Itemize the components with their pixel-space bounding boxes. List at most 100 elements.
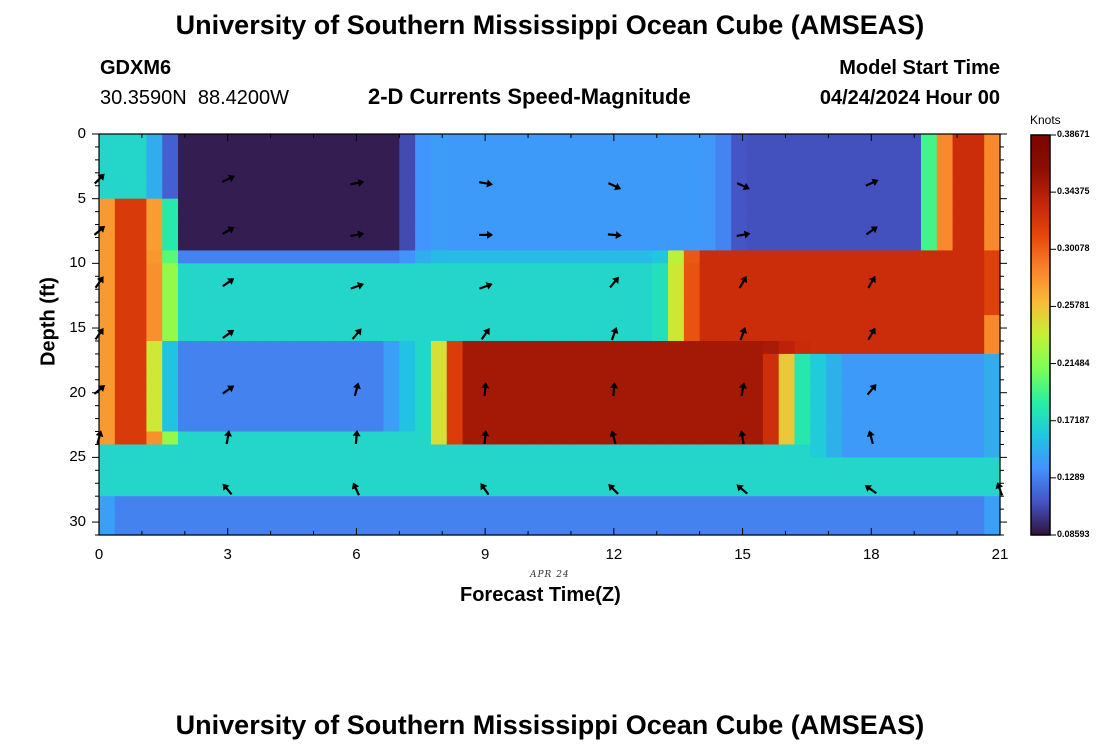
heatmap-cell: [841, 198, 859, 213]
current-vector-arrow: [351, 328, 362, 340]
heatmap-cell: [889, 405, 906, 420]
heatmap-cell: [826, 250, 843, 264]
heatmap-cell: [462, 315, 479, 329]
heatmap-cell: [762, 276, 780, 290]
heatmap-cell: [241, 431, 258, 446]
heatmap-cell: [905, 418, 922, 433]
heatmap-cell: [193, 522, 211, 536]
heatmap-cell: [178, 366, 195, 381]
heatmap-cell: [936, 392, 954, 407]
heatmap-cell: [541, 366, 559, 381]
heatmap-cell: [525, 172, 543, 187]
current-vector-arrow: [221, 174, 235, 183]
heatmap-cell: [114, 198, 132, 213]
model-start-label: Model Start Time: [839, 57, 1000, 79]
heatmap-cell: [99, 146, 116, 161]
heatmap-cell: [304, 198, 321, 213]
heatmap-cell: [652, 185, 669, 200]
current-vector-arrow: [222, 278, 235, 288]
heatmap-cell: [620, 522, 638, 536]
heatmap-cell: [304, 340, 321, 355]
heatmap-cell: [193, 483, 211, 497]
heatmap-cell: [415, 405, 432, 420]
heatmap-cell: [636, 405, 653, 420]
heatmap-cell: [99, 418, 116, 433]
heatmap-cell: [257, 353, 274, 368]
heatmap-cell: [857, 289, 875, 303]
heatmap-cell: [209, 250, 227, 264]
current-vector-arrow: [351, 482, 360, 496]
heatmap-cell: [826, 134, 843, 148]
heatmap-cell: [478, 250, 495, 264]
heatmap-cell: [873, 483, 890, 497]
heatmap-cell: [257, 276, 274, 290]
heatmap-cell: [731, 418, 748, 433]
heatmap-cell: [936, 172, 954, 187]
heatmap-cell: [873, 418, 890, 433]
heatmap-cell: [209, 328, 227, 342]
heatmap-cell: [699, 405, 717, 420]
heatmap-cell: [778, 146, 796, 161]
heatmap-cell: [731, 302, 748, 316]
heatmap-cell: [478, 340, 495, 355]
heatmap-cell: [857, 353, 875, 368]
heatmap-cell: [336, 185, 353, 200]
heatmap-cell: [715, 289, 732, 303]
heatmap-cell: [351, 302, 369, 316]
heatmap-cell: [415, 172, 432, 187]
heatmap-cell: [446, 237, 464, 252]
heatmap-cell: [841, 496, 859, 510]
heatmap-cell: [209, 470, 227, 484]
heatmap-cell: [557, 237, 574, 252]
heatmap-cell: [794, 289, 811, 303]
heatmap-cell: [320, 340, 337, 355]
heatmap-cell: [620, 405, 638, 420]
heatmap-cell: [573, 250, 590, 264]
heatmap-cell: [905, 353, 922, 368]
heatmap-cell: [130, 289, 148, 303]
current-vector-arrow: [865, 178, 879, 187]
heatmap-cell: [810, 522, 827, 536]
heatmap-cell: [193, 289, 211, 303]
heatmap-cell: [494, 444, 511, 458]
heatmap-cell: [984, 522, 1001, 536]
heatmap-cell: [209, 185, 227, 200]
heatmap-cell: [162, 522, 179, 536]
heatmap-cell: [336, 483, 353, 497]
axis-layer: [92, 133, 1007, 536]
heatmap-cell: [462, 496, 479, 510]
model-start-value: 04/24/2024 Hour 00: [819, 87, 1000, 109]
heatmap-cell: [715, 340, 732, 355]
heatmap-cell: [810, 496, 827, 510]
heatmap-cell: [225, 263, 242, 277]
heatmap-cell: [320, 522, 337, 536]
heatmap-cell: [257, 366, 274, 381]
heatmap-cell: [731, 496, 748, 510]
heatmap-cell: [288, 263, 306, 277]
heatmap-cell: [209, 444, 227, 458]
heatmap-cell: [525, 263, 543, 277]
heatmap-cell: [905, 328, 922, 342]
heatmap-cell: [415, 185, 432, 200]
heatmap-cell: [225, 418, 242, 433]
heatmap-cell: [241, 198, 258, 213]
heatmap-cell: [494, 470, 511, 484]
heatmap-cell: [589, 263, 606, 277]
heatmap-cell: [114, 146, 132, 161]
heatmap-cell: [889, 302, 906, 316]
heatmap-cell: [668, 379, 685, 394]
heatmap-cell: [288, 237, 306, 252]
heatmap-cell: [952, 457, 969, 471]
heatmap-cell: [873, 211, 890, 226]
station-id: GDXM6: [100, 57, 172, 79]
heatmap-cell: [905, 263, 922, 277]
heatmap-cell: [209, 457, 227, 471]
heatmap-cell: [952, 496, 969, 510]
heatmap-cell: [810, 315, 827, 329]
heatmap-cell: [652, 457, 669, 471]
heatmap-cell: [968, 353, 985, 368]
heatmap-cell: [747, 457, 764, 471]
heatmap-cell: [225, 496, 242, 510]
heatmap-cell: [731, 237, 748, 252]
heatmap-cell: [367, 289, 385, 303]
